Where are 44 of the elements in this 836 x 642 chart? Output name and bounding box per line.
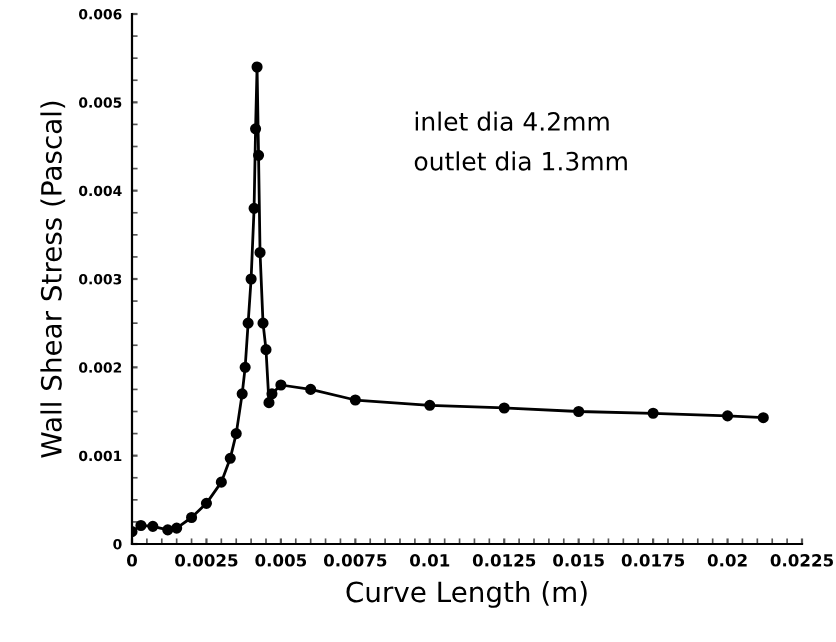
x-axis-title: Curve Length (m) — [346, 580, 587, 608]
point — [171, 522, 183, 534]
point — [147, 520, 159, 532]
point — [242, 317, 254, 329]
point — [254, 246, 266, 259]
point — [230, 428, 242, 440]
y-axis-title: Wall Shear Stress (Pascal) — [40, 101, 66, 458]
point — [135, 519, 147, 532]
point — [215, 476, 227, 488]
point — [722, 410, 734, 422]
x-tick-label: 0.015 — [553, 554, 604, 567]
x-tick-label: 0.02 — [707, 554, 747, 567]
point — [162, 524, 174, 536]
x-tick-label: 0.0075 — [323, 554, 387, 567]
x-tick-label: 0.01 — [410, 554, 450, 567]
point — [186, 511, 198, 524]
point — [200, 497, 212, 509]
point — [251, 61, 263, 73]
x-tick-label: 0.0125 — [472, 554, 536, 567]
point — [424, 399, 436, 411]
annotation: outlet dia 1.3mm — [414, 151, 627, 171]
x-tick-label: 0.005 — [255, 554, 307, 567]
point — [263, 397, 275, 409]
point — [224, 452, 236, 464]
point — [647, 407, 659, 419]
x-tick-label: 0.0025 — [175, 554, 238, 567]
point — [250, 123, 262, 135]
point — [257, 317, 269, 329]
point — [757, 412, 769, 424]
point — [239, 361, 251, 373]
point — [245, 273, 257, 285]
x-tick-label: 0 — [127, 554, 137, 567]
point — [275, 379, 287, 391]
point — [305, 383, 317, 395]
x-tick-label: 0.0175 — [621, 554, 685, 567]
annotation: inlet dia 4.2mm — [415, 111, 609, 131]
point — [236, 388, 248, 400]
point — [266, 388, 278, 400]
point — [573, 405, 585, 418]
point — [253, 149, 265, 161]
point — [349, 394, 361, 406]
x-tick-label: 0.0225 — [770, 554, 833, 567]
point — [260, 344, 272, 356]
point — [498, 402, 510, 414]
